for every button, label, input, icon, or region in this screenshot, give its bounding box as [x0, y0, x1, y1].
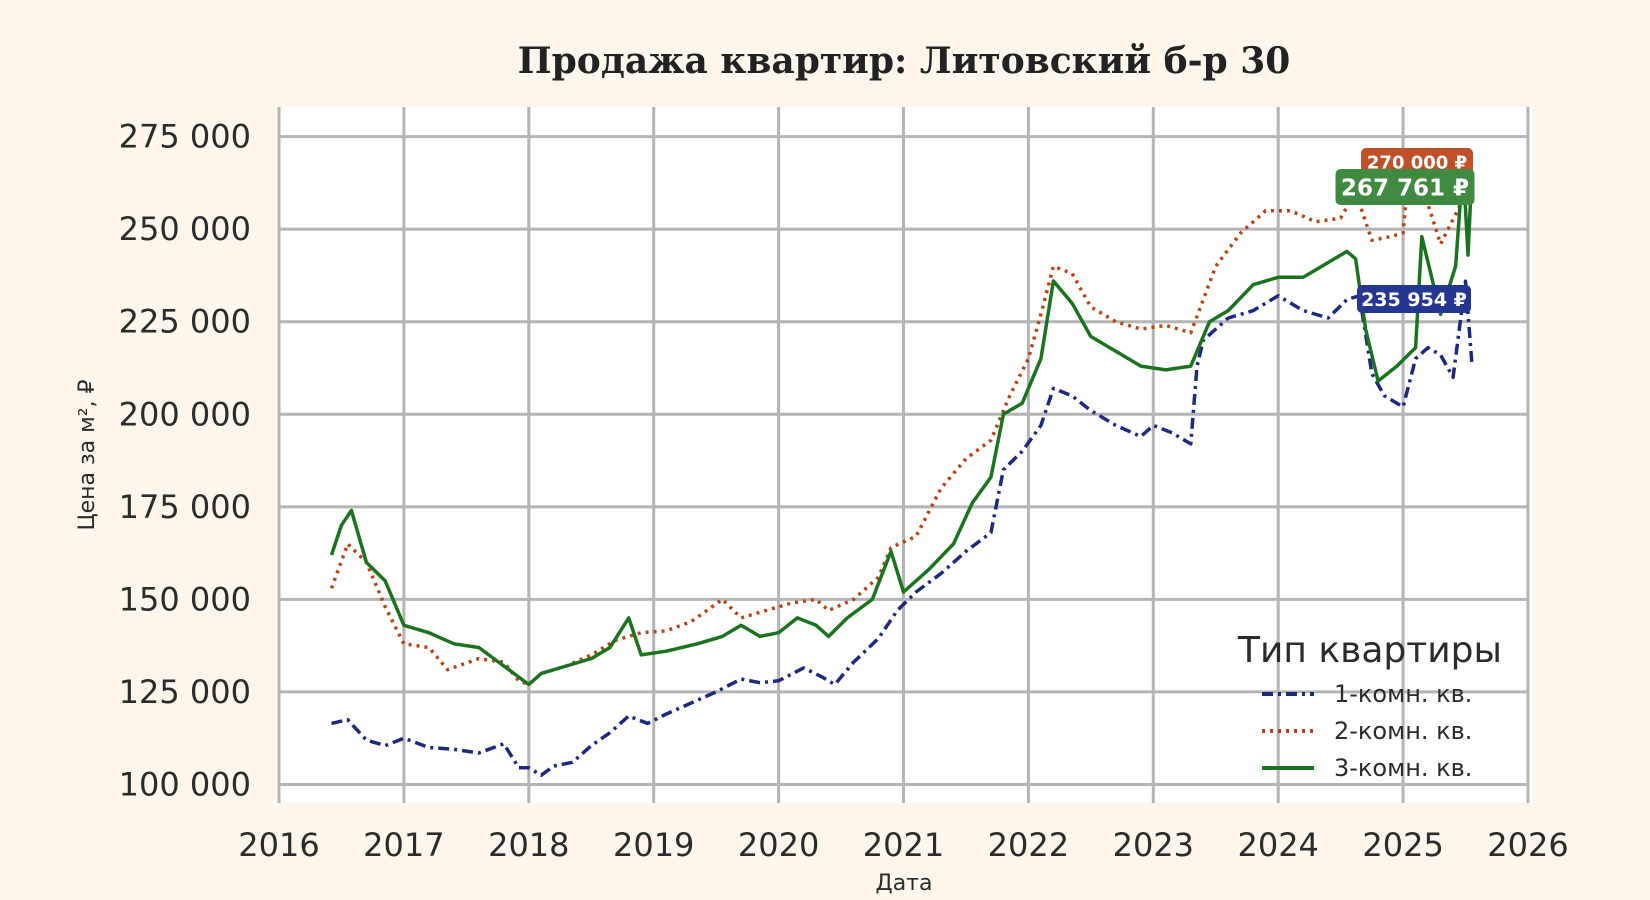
end-label-text-3: 235 954 ₽ [1361, 289, 1467, 311]
x-tick-label: 2022 [988, 826, 1069, 864]
y-tick-labels: 100 000 125 000 150 000 175 000 200 000 225 0… [119, 118, 251, 804]
series-line-3 [329, 161, 1474, 687]
y-tick-label: 250 000 [119, 210, 251, 248]
x-tick-label: 2024 [1237, 826, 1318, 864]
end-value-badges: 270 000 ₽267 761 ₽ 235 954 ₽ [1335, 148, 1475, 313]
x-tick-label: 2021 [863, 826, 944, 864]
x-tick-label: 2016 [238, 826, 319, 864]
x-tick-label: 2017 [363, 826, 444, 864]
x-tick-label: 2026 [1487, 826, 1568, 864]
x-tick-label: 2019 [613, 826, 694, 864]
y-tick-label: 100 000 [119, 765, 251, 803]
y-tick-label: 175 000 [119, 488, 251, 526]
legend-label-2: 2-комн. кв. [1334, 717, 1472, 745]
legend-label-1: 1-комн. кв. [1334, 680, 1472, 708]
grid-lines [277, 107, 1530, 803]
end-label-badge-3: 235 954 ₽ [1357, 285, 1471, 313]
end-label-badge-2: 267 761 ₽ [1335, 169, 1475, 205]
end-label-text-1: 270 000 ₽ [1367, 152, 1467, 173]
series-lines [329, 154, 1474, 777]
chart-title: Продажа квартир: Литовский б-р 30 [518, 40, 1291, 82]
x-tick-label: 2025 [1362, 826, 1443, 864]
legend: Тип квартиры 1-комн. кв. 2-комн. кв. 3-ком… [1237, 630, 1502, 782]
y-tick-label: 125 000 [119, 673, 251, 711]
series-line-2 [329, 154, 1474, 687]
legend-title: Тип квартиры [1237, 630, 1502, 671]
y-tick-label: 225 000 [119, 303, 251, 341]
end-label-text-2: 267 761 ₽ [1341, 175, 1469, 201]
legend-label-3: 3-комн. кв. [1334, 754, 1472, 782]
series-line-1 [331, 279, 1474, 777]
x-tick-label: 2023 [1113, 826, 1194, 864]
y-tick-label: 200 000 [119, 395, 251, 433]
y-tick-label: 150 000 [119, 580, 251, 618]
x-tick-labels: 2016 2017 2018 2019 2020 2021 2022 2023 2024 2025… [238, 826, 1568, 864]
x-tick-label: 2020 [738, 826, 819, 864]
y-tick-label: 275 000 [119, 118, 251, 156]
x-tick-label: 2018 [488, 826, 569, 864]
x-axis-label: Дата [876, 871, 933, 896]
y-axis-label: Цена за м², ₽ [75, 379, 100, 530]
